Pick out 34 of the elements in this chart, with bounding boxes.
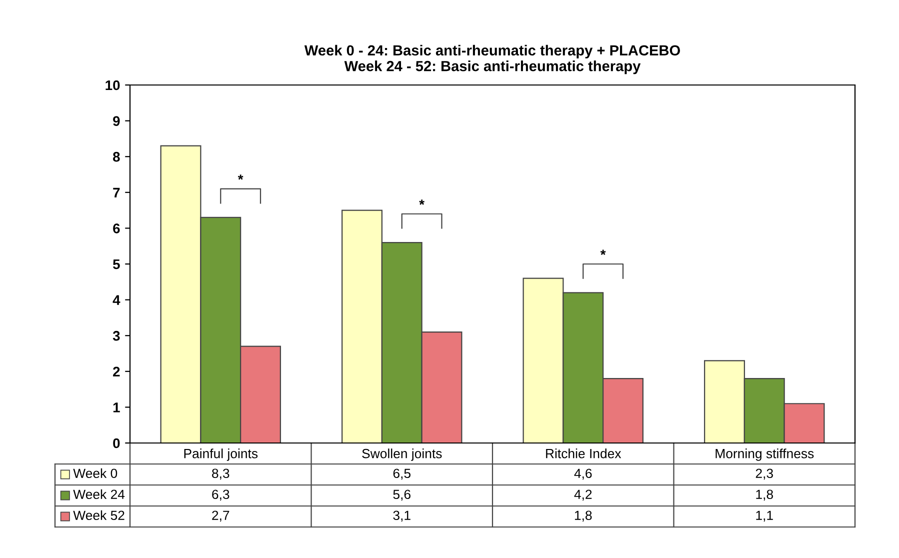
legend-label: Week 0: [73, 468, 118, 478]
data-label: 6,5: [393, 468, 410, 480]
data-label: 4,6: [574, 468, 592, 480]
data-label: 3,1: [393, 510, 410, 522]
y-tick-label: 4: [112, 295, 120, 305]
data-label: 2,3: [756, 468, 773, 480]
y-tick-label: 1: [113, 402, 120, 412]
y-tick-label: 6: [113, 224, 120, 234]
annotation: *: [238, 174, 244, 180]
x-tick-label: Painful joints: [184, 448, 258, 461]
legend-label: Week 52: [73, 510, 124, 520]
x-tick-label: Ritchie Index: [546, 448, 622, 458]
x-tick-label: Morning stiffness: [716, 448, 814, 461]
y-tick-label: 3: [112, 330, 120, 341]
legend-label: Week 24: [73, 489, 125, 500]
y-tick-label: 7: [113, 188, 120, 198]
data-label: 2,7: [212, 510, 230, 522]
chart-title: Week 0 - 24: Basic anti-rheumatic therapy + PLACEBO Week 24 - 52: Basic anti-rheumatic therapy: [304, 44, 680, 74]
data-label: 5,6: [393, 490, 410, 501]
y-tick-label: 5: [112, 259, 120, 270]
y-tick-label: 10: [106, 80, 120, 90]
data-label: 4,2: [574, 490, 592, 501]
annotation: *: [419, 200, 424, 205]
y-tick-label: 0: [113, 438, 120, 448]
y-tick-label: 2: [113, 366, 120, 376]
data-label: 1,8: [574, 510, 592, 522]
data-label: 1,8: [756, 490, 773, 501]
x-tick-label: Swollen joints: [362, 448, 442, 461]
data-label: 8,3: [212, 468, 230, 480]
data-label: 1,1: [756, 510, 773, 522]
annotation: *: [600, 250, 606, 255]
y-tick-label: 9: [113, 116, 120, 126]
data-label: 6,3: [212, 490, 230, 501]
y-tick-label: 8: [112, 152, 120, 162]
